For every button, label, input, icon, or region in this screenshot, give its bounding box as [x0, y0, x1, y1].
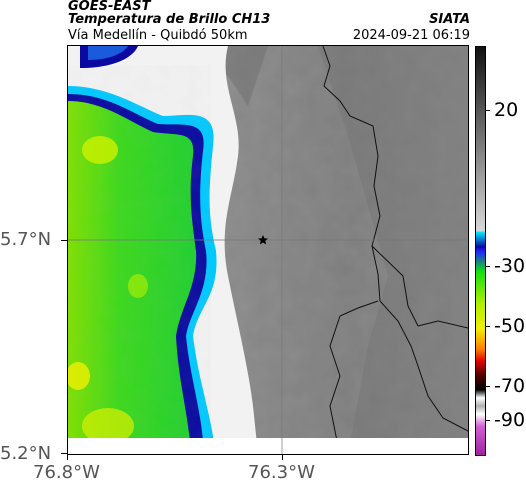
y-tickmark: [61, 240, 67, 241]
x-tick-label: 76.8°W: [33, 462, 100, 483]
satellite-map[interactable]: [68, 46, 468, 454]
colorbar-tick: [485, 386, 490, 387]
colorbar-tick: [485, 110, 490, 111]
product-title: Temperatura de Brillo CH13: [68, 12, 271, 27]
colorbar-label: -90: [494, 409, 526, 431]
x-tick-label: 76.3°W: [248, 462, 315, 483]
colorbar-label: -50: [494, 315, 526, 337]
y-tick-label: 5.2°N: [0, 443, 52, 464]
colorbar-label: -70: [494, 375, 526, 397]
y-tickmark: [61, 453, 67, 454]
star-icon: [258, 235, 268, 245]
colorbar-tick: [485, 326, 490, 327]
satellite-title: GOES-EAST: [68, 0, 151, 14]
x-tickmark: [67, 454, 68, 460]
region-label: Vía Medellín - Quibdó 50km: [68, 28, 248, 43]
colorbar-tick: [485, 420, 490, 421]
source-label: SIATA: [429, 12, 470, 27]
x-tickmark: [282, 454, 283, 460]
colorbar-label: -30: [494, 255, 526, 277]
colorbar-label: 20: [494, 99, 519, 121]
y-tick-label: 5.7°N: [0, 229, 52, 250]
datetime-label: 2024-09-21 06:19: [352, 28, 470, 43]
brightness-temperature-field: [68, 46, 468, 454]
colorbar: [475, 46, 486, 456]
colorbar-tick: [485, 266, 490, 267]
